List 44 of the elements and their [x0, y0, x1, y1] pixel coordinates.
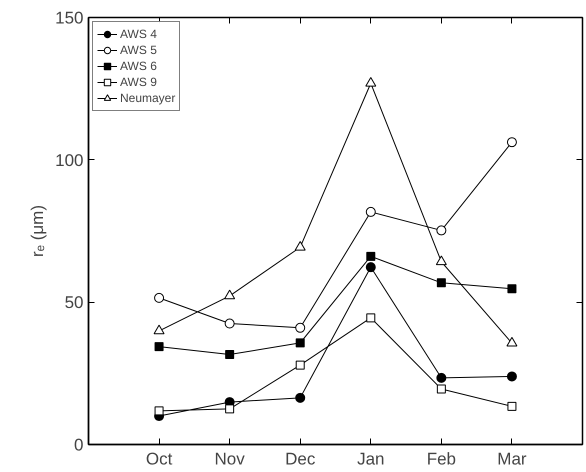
- point: [295, 392, 306, 403]
- point: [436, 372, 446, 383]
- point: [366, 252, 376, 261]
- y-tick-label: 150: [55, 8, 84, 28]
- x-tick-label: Jan: [357, 450, 385, 468]
- y-axis-title: rₑ (μm): [28, 205, 48, 257]
- legend-label: AWS 9: [120, 74, 157, 90]
- point: [366, 206, 376, 217]
- point: [436, 255, 447, 266]
- point: [506, 371, 517, 382]
- point: [154, 406, 164, 416]
- legend-label: AWS 5: [120, 42, 157, 58]
- point: [154, 292, 164, 303]
- x-tick-label: Feb: [426, 450, 456, 468]
- point: [294, 240, 306, 251]
- point: [507, 402, 516, 411]
- point: [436, 384, 446, 394]
- point: [296, 360, 305, 370]
- point: [154, 342, 164, 352]
- point: [365, 76, 376, 87]
- legend-label: Neumayer: [120, 90, 176, 106]
- point: [436, 225, 446, 236]
- y-tick-label: 50: [64, 293, 84, 312]
- point: [224, 318, 235, 329]
- point: [225, 404, 234, 414]
- point: [506, 137, 517, 148]
- y-tick-label: 100: [55, 150, 84, 170]
- point: [506, 336, 518, 347]
- y-tick-label: 0: [74, 436, 84, 454]
- point: [366, 313, 376, 322]
- point: [296, 338, 305, 348]
- legend-label: AWS 4: [120, 26, 157, 42]
- legend-label: AWS 6: [120, 58, 157, 74]
- point: [225, 350, 234, 360]
- x-tick-label: Mar: [497, 450, 527, 468]
- point: [366, 262, 376, 272]
- point: [436, 278, 446, 288]
- point: [295, 322, 306, 333]
- x-tick-label: Nov: [214, 450, 246, 468]
- point: [154, 324, 165, 334]
- x-tick-label: Dec: [285, 450, 316, 468]
- point: [507, 284, 516, 294]
- point: [224, 290, 236, 300]
- x-tick-label: Oct: [146, 450, 173, 468]
